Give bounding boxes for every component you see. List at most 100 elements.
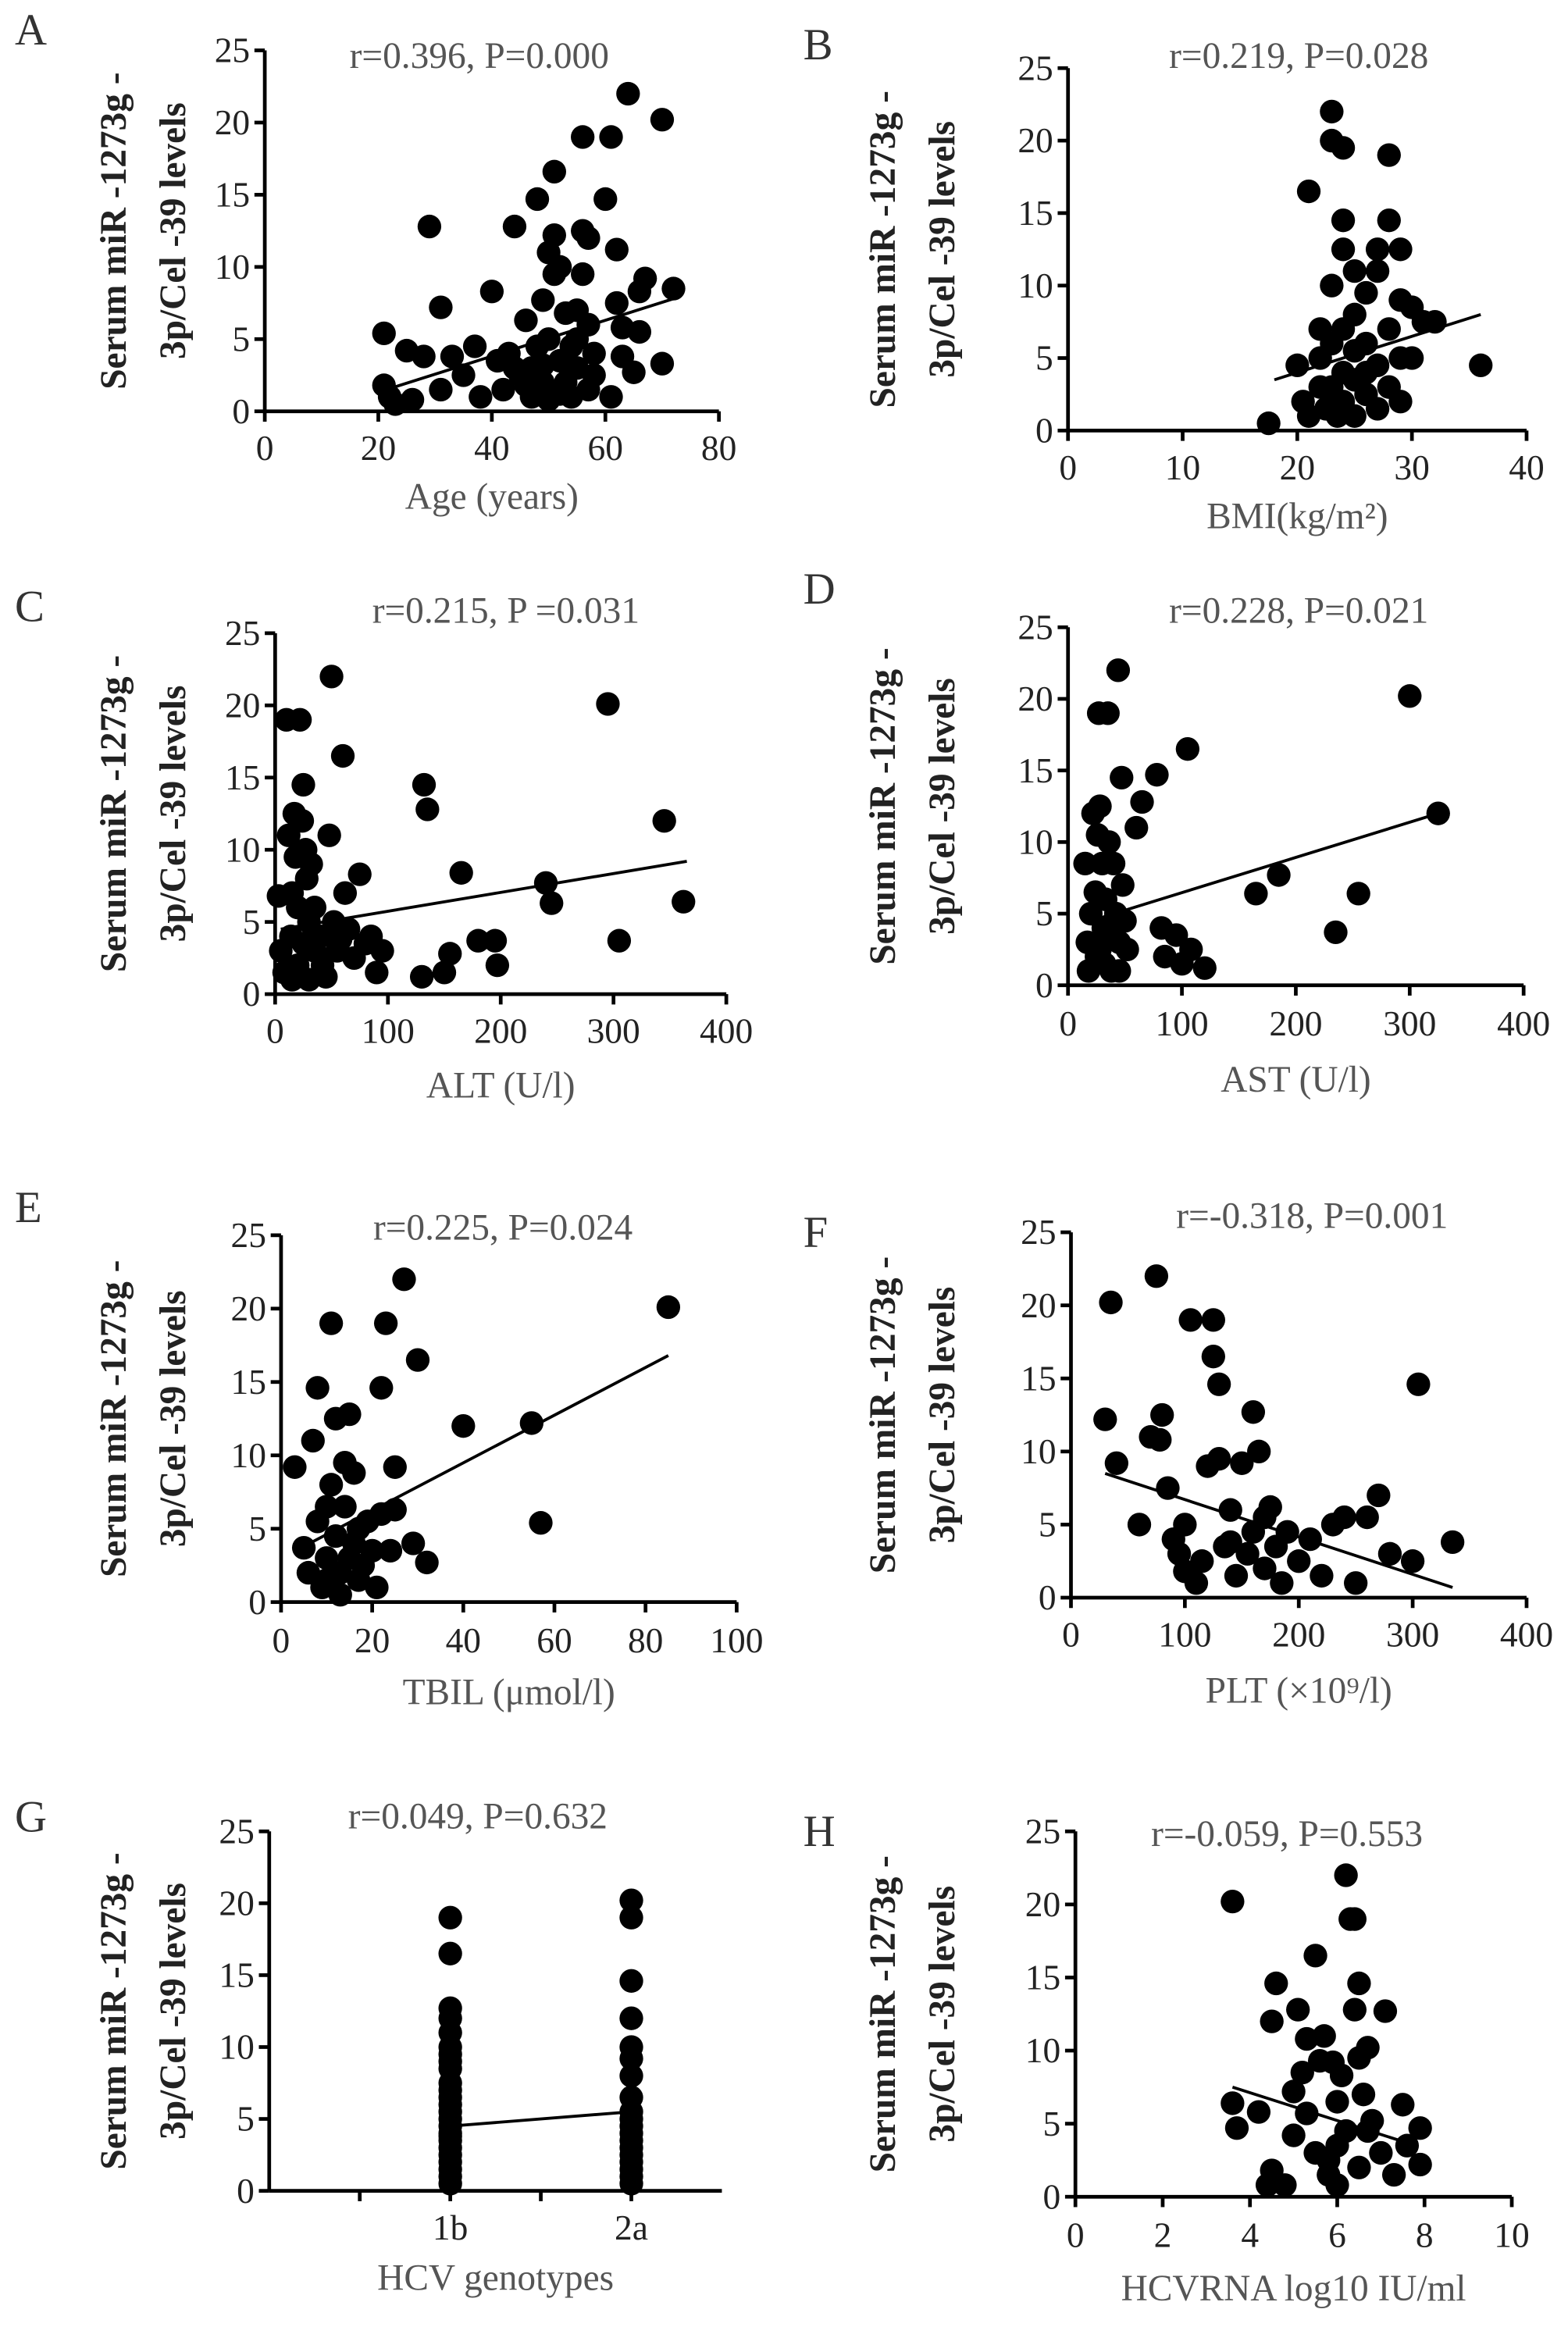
data-point [529,1511,553,1535]
y-tick-label: 0 [1035,411,1053,451]
data-point [1173,1513,1197,1537]
data-point [1286,1997,1310,2022]
y-tick-label: 0 [248,1582,266,1622]
data-point [1145,763,1169,787]
y-tick-label: 20 [225,685,260,725]
data-point [533,871,558,895]
data-point [337,1402,362,1427]
data-point [1290,2060,1314,2085]
data-point [1334,1863,1358,1887]
data-point [333,1495,357,1519]
panel-letter: H [804,1807,836,1856]
data-point [438,942,462,966]
data-point [373,1311,398,1335]
data-point [1296,179,1321,204]
y-tick-label: 20 [1021,1285,1056,1325]
data-point [1113,909,1137,933]
data-point [302,896,327,920]
data-point [369,1376,394,1400]
x-tick-label: 0 [1062,1615,1080,1655]
data-point [1156,1476,1180,1500]
data-point [619,2172,643,2196]
data-point [1398,684,1422,708]
x-tick-label: 4 [1241,2215,1259,2255]
data-point [542,223,566,248]
panel-letter: G [15,1792,47,1841]
data-point [1281,2123,1306,2147]
y-axis-label-line1: Serum miR -1273g - [94,1260,134,1577]
data-point [342,1531,366,1555]
data-point [1469,353,1493,377]
data-point [405,1348,430,1372]
regression-line [1231,2086,1417,2147]
y-tick-label: 25 [225,613,260,653]
x-tick-label: 60 [588,428,623,468]
data-point [1099,959,1124,983]
data-point [582,341,606,365]
data-point [1331,136,1356,160]
x-tick-label: 40 [1509,447,1544,487]
data-point [1178,1308,1203,1332]
data-point [1351,2083,1376,2107]
x-tick-label: 1b [433,2208,468,2247]
data-point [1331,237,1356,262]
data-point [319,665,344,689]
y-axis-label-line1: Serum miR -1273g - [863,647,903,964]
data-point [1331,208,1356,233]
data-point [547,382,572,406]
data-point [619,2047,643,2071]
data-point [1218,1530,1242,1555]
x-tick-label: 0 [256,428,274,468]
y-tick-label: 0 [1035,965,1053,1005]
data-point [415,1550,439,1575]
x-tick-label: 10 [1165,447,1200,487]
data-point [412,772,437,797]
data-point [462,334,487,358]
data-point [502,356,527,380]
y-tick-label: 15 [219,1955,254,1995]
data-point [1329,2063,1354,2088]
data-point [1235,1541,1260,1566]
y-tick-label: 10 [225,829,260,869]
data-point [1224,2116,1249,2140]
data-point [1224,1563,1249,1588]
data-point [360,1538,384,1563]
data-point [661,276,686,301]
y-tick-label: 20 [1017,120,1053,160]
data-point [1369,2140,1393,2165]
y-tick-label: 0 [1039,1577,1057,1617]
correlation-stat: r=0.228, P=0.021 [1169,591,1428,632]
y-tick-label: 15 [231,1362,266,1402]
x-tick-label: 20 [1280,447,1315,487]
y-tick-label: 0 [243,974,261,1014]
data-point [299,852,323,876]
data-point [1270,1571,1294,1595]
data-point [1367,1483,1391,1508]
y-axis-label-line2: 3p/Cel -39 levels [922,1287,963,1544]
data-point [429,377,453,402]
y-tick-label: 20 [231,1288,266,1328]
data-point [483,928,508,953]
data-point [491,377,515,402]
data-point [1148,1427,1172,1452]
regression-line [1104,1472,1453,1589]
correlation-stat: r=0.396, P=0.000 [350,36,609,77]
data-point [652,809,676,833]
panel-a: Ar=0.396, P=0.000 Serum miR -1273g - 3p/Ce… [15,5,736,518]
data-point [599,125,623,149]
y-tick-label: 20 [215,102,250,142]
data-point [1320,273,1344,298]
data-point [1325,2090,1349,2114]
data-point [333,881,358,905]
y-axis-label-line2: 3p/Cel -39 levels [153,1883,194,2140]
data-point [287,707,312,732]
data-point [650,108,675,132]
data-point [438,1941,462,1965]
data-point [1408,2152,1432,2177]
data-point [1241,1400,1266,1424]
y-tick-label: 15 [1017,193,1053,233]
x-tick-label: 100 [1155,1003,1208,1043]
data-point [1247,1439,1271,1463]
data-point [1365,237,1390,262]
